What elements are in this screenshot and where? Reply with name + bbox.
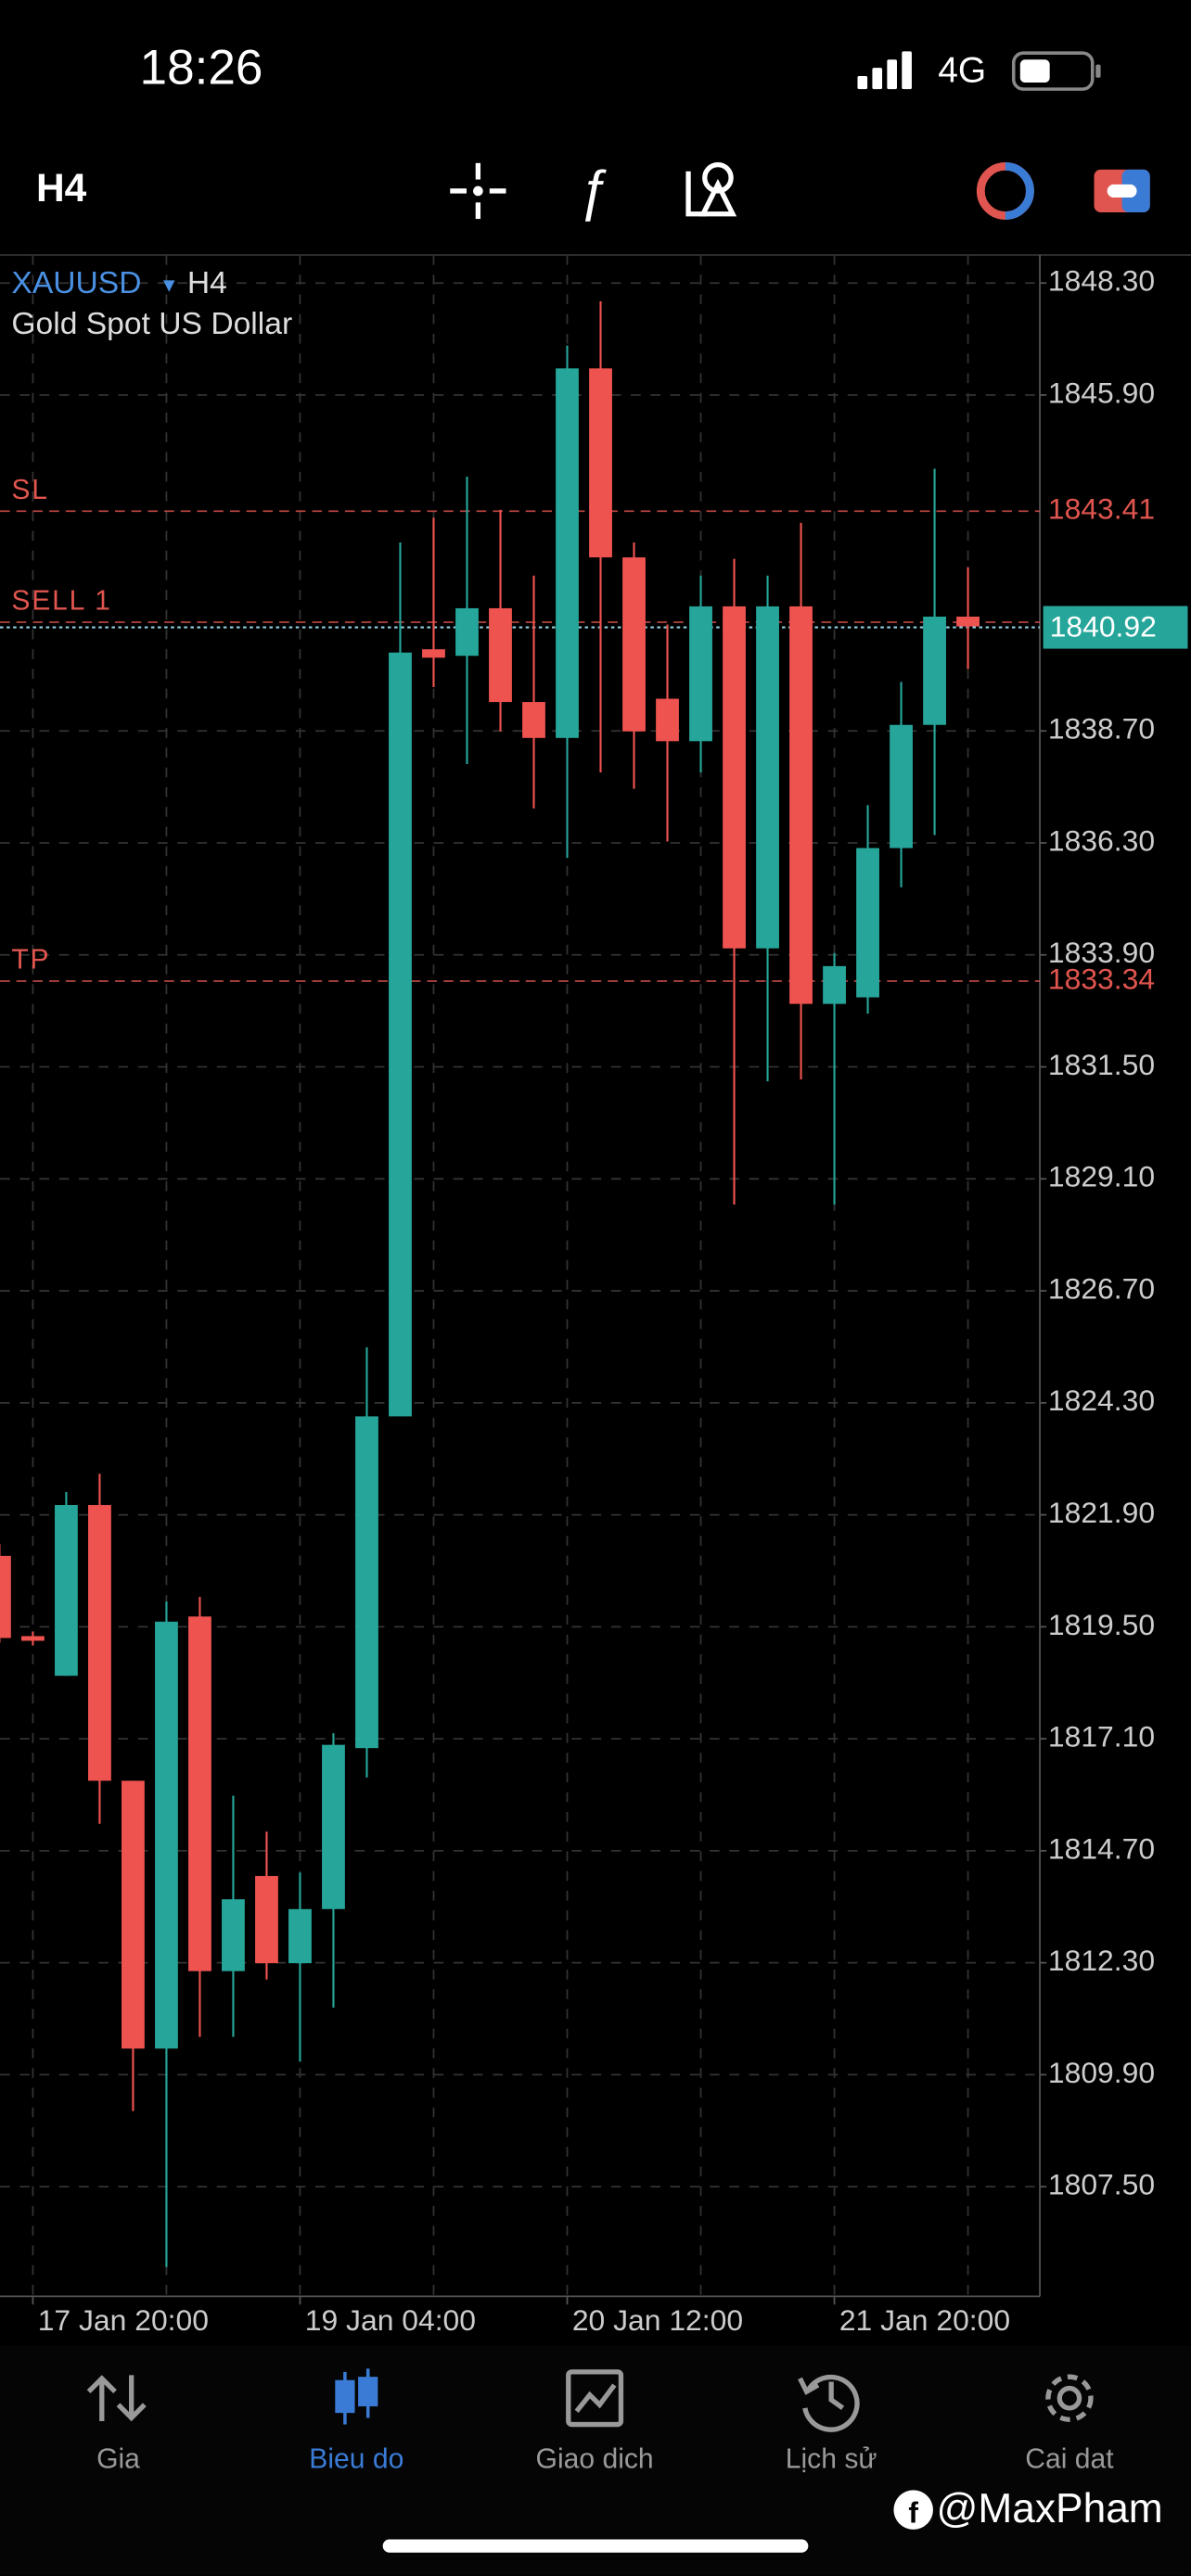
candle-body [188, 1616, 211, 1971]
facebook-icon: f [893, 2490, 933, 2530]
nav-item[interactable]: Gia [96, 2443, 140, 2474]
candle-body [155, 1621, 178, 2049]
candle-body [21, 1636, 45, 1641]
candle-body [689, 606, 712, 742]
y-tick-label: 1817.10 [1048, 1720, 1155, 1753]
y-tick-label: 1833.90 [1048, 936, 1155, 969]
candle-body [756, 606, 779, 949]
candle-body [422, 649, 445, 658]
candle-body [589, 368, 612, 558]
level-price: 1843.41 [1048, 492, 1155, 526]
x-tick-label: 20 Jan 12:00 [572, 2303, 743, 2337]
y-tick-label: 1836.30 [1048, 823, 1155, 857]
chart-icon [335, 2368, 378, 2425]
signal-icon [857, 51, 912, 90]
candle-body [556, 368, 579, 738]
candles [0, 300, 980, 2267]
candle-body [522, 702, 545, 738]
y-tick-label: 1838.70 [1048, 712, 1155, 746]
home-indicator [382, 2539, 809, 2553]
trade-button[interactable] [1094, 169, 1150, 212]
y-tick-label: 1829.10 [1048, 1160, 1155, 1193]
nav-item[interactable]: Lịch sử [786, 2443, 877, 2474]
candle-body [823, 965, 846, 1004]
indicators-button[interactable]: ƒ [578, 158, 608, 222]
y-tick-label: 1845.90 [1048, 376, 1155, 409]
candle-body [288, 1908, 312, 1964]
timeframe-button[interactable]: H4 [36, 167, 87, 210]
y-tick-label: 1809.90 [1048, 2056, 1155, 2089]
level-price: 1833.34 [1048, 962, 1155, 995]
battery-icon [1011, 51, 1101, 91]
level-name: SELL 1 [11, 586, 111, 617]
nav-item[interactable]: Bieu do [309, 2443, 403, 2474]
candle-body [122, 1780, 145, 2049]
status-time: 18:26 [140, 41, 263, 96]
y-tick-label: 1831.50 [1048, 1048, 1155, 1081]
last-price-label: 1840.92 [1050, 610, 1157, 644]
candle-body [489, 607, 512, 703]
y-tick-label: 1807.50 [1048, 2168, 1155, 2201]
candle-body [622, 557, 646, 732]
candle-body [956, 616, 980, 627]
y-tick-label: 1826.70 [1048, 1271, 1155, 1305]
axes: 1848.30 1845.90 1838.70 1836.30 1833.90 1831.… [32, 264, 1188, 2337]
candle-body [255, 1876, 278, 1964]
last-price-tag [1043, 606, 1188, 649]
candle-body [923, 616, 946, 725]
history-icon [798, 2374, 860, 2432]
account-button[interactable] [976, 161, 1034, 220]
symbol-timeframe: H4 [187, 266, 227, 300]
candle-body [455, 607, 479, 657]
symbol-dropdown[interactable]: ▼ [160, 274, 179, 296]
candle-body [355, 1416, 378, 1749]
settings-icon [1045, 2374, 1094, 2422]
quotes-icon [86, 2375, 147, 2422]
level-name: SL [11, 475, 48, 505]
symbol[interactable]: XAUUSD [11, 266, 141, 300]
nav-items: Gia Bieu do Giao dich Lịch sử Cai dat [96, 2443, 1114, 2474]
objects-button[interactable] [685, 161, 737, 217]
y-tick-label: 1812.30 [1048, 1944, 1155, 1977]
trade-icon [566, 2369, 624, 2428]
y-tick-label: 1819.50 [1048, 1608, 1155, 1641]
nav-bar [0, 2345, 1191, 2576]
x-tick-label: 19 Jan 04:00 [305, 2303, 476, 2337]
candle-body [222, 1899, 245, 1971]
level-name: TP [11, 945, 50, 976]
candle-body [389, 652, 412, 1417]
candle-body [789, 606, 813, 1004]
y-tick-label: 1848.30 [1048, 264, 1155, 298]
candle-body [88, 1505, 111, 1781]
candle-body [0, 1555, 11, 1639]
nav-item[interactable]: Giao dich [536, 2443, 654, 2474]
candle-body [656, 698, 679, 742]
svg-text:f: f [908, 2495, 918, 2529]
x-tick-label: 21 Jan 20:00 [839, 2303, 1010, 2337]
symbol-description: Gold Spot US Dollar [11, 307, 292, 341]
watermark: @MaxPham [936, 2486, 1162, 2531]
x-tick-label: 17 Jan 20:00 [38, 2303, 209, 2337]
candle-body [890, 724, 913, 848]
levels: SL SELL 1 TP [0, 475, 1041, 982]
y-tick-label: 1824.30 [1048, 1384, 1155, 1417]
nav-item[interactable]: Cai dat [1025, 2443, 1114, 2474]
candle-body [322, 1744, 345, 1909]
candle-body [856, 848, 879, 998]
candle-body [723, 606, 746, 949]
y-tick-label: 1814.70 [1048, 1831, 1155, 1865]
crosshair-button[interactable] [450, 162, 506, 220]
candle-body [55, 1505, 78, 1677]
y-tick-label: 1821.90 [1048, 1496, 1155, 1529]
network-type: 4G [938, 51, 986, 91]
